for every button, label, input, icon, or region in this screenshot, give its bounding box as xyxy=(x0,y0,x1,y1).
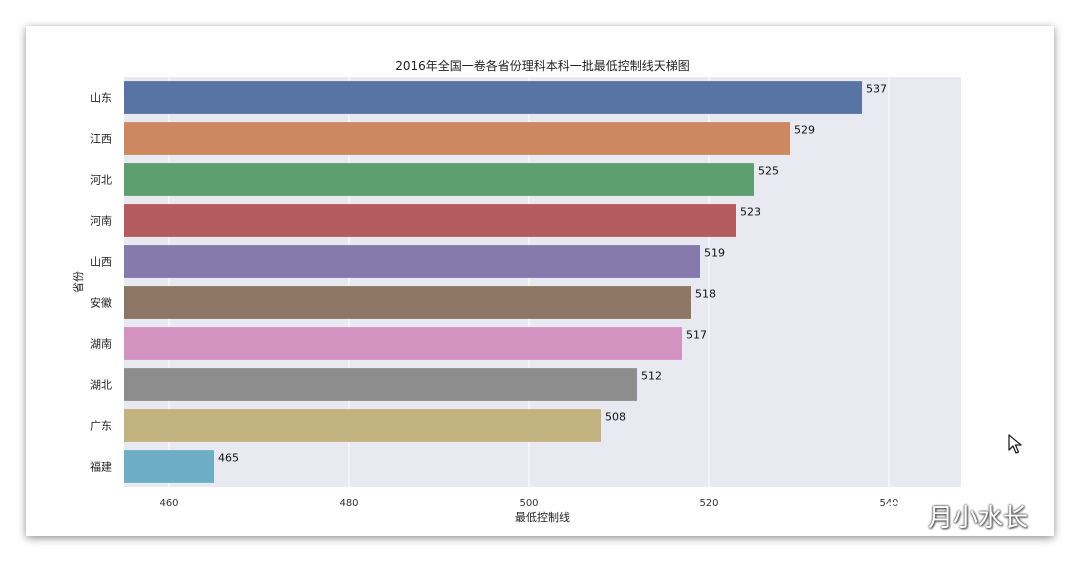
y-tick-label: 山东 xyxy=(90,92,112,105)
mouse-pointer-icon xyxy=(1008,434,1022,454)
chart-card: 537 529 525 523 519 518 517 512 508 465 山东 江西 河北 河南山… xyxy=(26,26,1054,536)
y-tick-label: 山西 xyxy=(90,256,112,269)
bar xyxy=(124,450,214,483)
x-tick-label: 520 xyxy=(699,498,718,509)
data-label: 529 xyxy=(794,124,815,137)
y-tick-label: 湖南 xyxy=(90,338,112,351)
bar xyxy=(124,245,700,278)
y-tick-label: 湖北 xyxy=(90,379,112,392)
bar xyxy=(124,163,754,196)
bar xyxy=(124,409,601,442)
y-tick-label: 江西 xyxy=(90,133,112,146)
bars xyxy=(124,81,862,483)
y-tick-label: 河南 xyxy=(90,215,112,228)
data-label: 465 xyxy=(218,452,239,465)
data-label: 519 xyxy=(704,247,725,260)
value-labels: 537 529 525 523 519 518 517 512 508 465 xyxy=(218,83,887,465)
bar xyxy=(124,286,691,319)
y-tick-label: 广东 xyxy=(90,420,112,433)
data-label: 508 xyxy=(605,411,626,424)
x-tick-label: 460 xyxy=(159,498,178,509)
data-label: 537 xyxy=(866,83,887,96)
bar xyxy=(124,81,862,114)
bar xyxy=(124,204,736,237)
x-axis-label: 最低控制线 xyxy=(515,510,570,524)
data-label: 525 xyxy=(758,165,779,178)
data-label: 523 xyxy=(740,206,761,219)
data-label: 518 xyxy=(695,288,716,301)
data-label: 512 xyxy=(641,370,662,383)
watermark: 月小水长 xyxy=(880,498,1028,534)
y-tick-label: 安徽 xyxy=(90,296,112,310)
x-tick-label: 480 xyxy=(339,498,358,509)
y-tick-label: 福建 xyxy=(90,460,112,474)
wechat-icon xyxy=(880,501,922,530)
x-tick-label: 500 xyxy=(519,498,538,509)
y-tick-label: 河北 xyxy=(90,174,112,187)
bar xyxy=(124,122,790,155)
x-tick-labels: 460 480 500 520 540 xyxy=(159,498,898,509)
y-axis-label: 省份 xyxy=(72,271,85,293)
watermark-text: 月小水长 xyxy=(928,503,1029,532)
bar xyxy=(124,368,637,401)
bar xyxy=(124,327,682,360)
chart-title: 2016年全国一卷各省份理科本科一批最低控制线天梯图 xyxy=(395,58,690,73)
data-label: 517 xyxy=(686,329,707,342)
